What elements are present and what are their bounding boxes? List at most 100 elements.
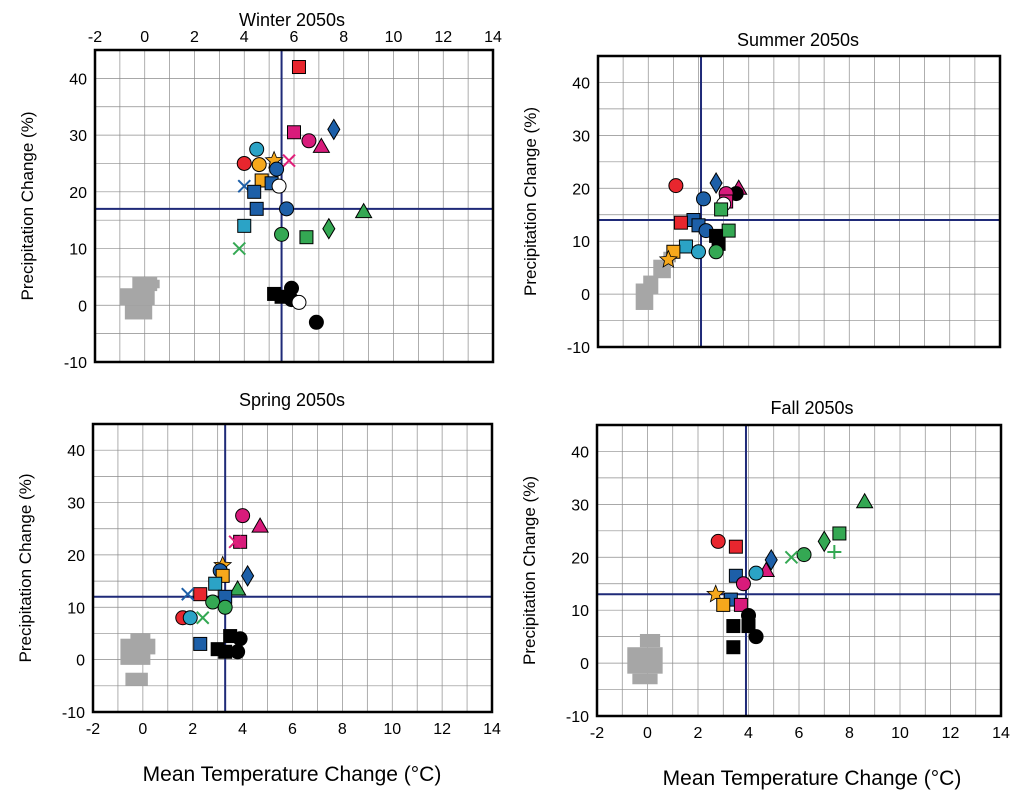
y-tick-label: 10 — [69, 242, 87, 259]
baseline-block — [125, 672, 148, 686]
baseline-cloud — [635, 251, 676, 310]
data-point-square — [237, 218, 252, 233]
data-point-circle — [232, 631, 248, 647]
x-axis-label-right: Mean Temperature Change (°C) — [663, 767, 962, 790]
x-tick-label: 14 — [483, 721, 501, 738]
x-tick-label: -2 — [590, 725, 604, 742]
data-point-square — [714, 202, 729, 217]
data-point-square — [721, 223, 736, 238]
x-tick-label: 0 — [643, 725, 652, 742]
y-tick-label: 40 — [571, 444, 589, 461]
data-point-circle — [735, 576, 751, 592]
data-point-triangle — [855, 492, 874, 509]
baseline-cloud — [627, 633, 663, 685]
baseline-block — [135, 638, 156, 655]
data-point-square — [678, 239, 693, 254]
data-point-circle — [217, 599, 233, 615]
y-tick-label: 20 — [571, 550, 589, 567]
data-point-square — [832, 526, 847, 541]
data-point-circle — [696, 191, 712, 207]
plot-frame — [91, 422, 494, 714]
data-point-circle — [230, 644, 246, 660]
y-tick-label: 10 — [67, 600, 85, 617]
data-point-circle — [668, 178, 684, 194]
y-axis-label: Precipitation Change (%) — [18, 112, 37, 301]
data-point-circle — [182, 610, 198, 626]
data-point-star — [706, 584, 726, 603]
data-point-circle — [291, 294, 307, 310]
chart-title: Spring 2050s — [239, 390, 345, 410]
data-point-square — [208, 576, 223, 591]
y-tick-label: -10 — [62, 705, 85, 722]
x-tick-label: 6 — [288, 721, 297, 738]
grid — [93, 424, 492, 712]
data-point-square — [193, 587, 208, 602]
baseline-block — [632, 673, 658, 685]
plot-frame — [595, 423, 1003, 718]
baseline-cloud — [119, 276, 160, 320]
chart-panel-2: Summer 2050s -10 0 10 20 30 40 Precipitation Ch… — [521, 30, 1002, 357]
x-tick-label: 4 — [238, 721, 247, 738]
x-tick-label: -2 — [86, 721, 100, 738]
data-point-circle — [279, 201, 295, 217]
x-tick-label: 2 — [188, 721, 197, 738]
data-point-square — [299, 230, 314, 245]
plot-frame — [596, 54, 1002, 349]
data-point-square — [249, 201, 264, 216]
data-point-diamond — [764, 548, 778, 571]
x-tick-label: 10 — [383, 721, 401, 738]
data-point-square — [233, 534, 248, 549]
x-tick-label: 14 — [992, 725, 1010, 742]
data-point-square — [193, 636, 208, 651]
data-point-x — [282, 153, 296, 168]
x-tick-label: 10 — [891, 725, 909, 742]
y-axis-label: Precipitation Change (%) — [520, 476, 539, 665]
x-tick-label: 8 — [845, 725, 854, 742]
data-point-square — [247, 184, 262, 199]
data-point-triangle — [312, 137, 331, 153]
data-point-square — [726, 619, 741, 634]
data-point-circle — [271, 178, 287, 194]
x-axis-label-left: Mean Temperature Change (°C) — [143, 763, 442, 786]
data-point-square — [716, 597, 731, 612]
chart-panel-1: Winter 2050s -10 0 10 20 30 40 -2 0 2 4 6 8 10 12 14 Pre… — [18, 10, 502, 372]
y-tick-label: 30 — [571, 497, 589, 514]
data-point-square — [291, 60, 306, 75]
data-point-diamond — [709, 172, 723, 194]
x-tick-label: 4 — [744, 725, 753, 742]
y-tick-label: 40 — [69, 71, 87, 88]
y-tick-label: 40 — [67, 443, 85, 460]
data-point-circle — [708, 244, 724, 260]
data-point-circle — [274, 226, 290, 242]
data-points — [175, 508, 269, 660]
y-tick-label: -10 — [566, 709, 589, 726]
y-tick-label: 0 — [581, 287, 590, 304]
y-tick-label: 10 — [571, 603, 589, 620]
data-point-circle — [748, 565, 764, 581]
data-points — [658, 172, 748, 268]
y-tick-label: 0 — [78, 298, 87, 315]
y-tick-label: 0 — [76, 653, 85, 670]
data-point-square — [726, 640, 741, 655]
chart-title: Summer 2050s — [737, 30, 859, 50]
data-point-circle — [251, 157, 267, 173]
data-point-star — [658, 249, 678, 268]
data-point-circle — [249, 141, 265, 157]
data-point-x — [784, 550, 799, 564]
x-tick-label: -2 — [88, 29, 102, 46]
baseline-block — [139, 279, 160, 289]
grid — [597, 425, 1001, 716]
data-point-diamond — [241, 564, 255, 587]
y-tick-label: 30 — [69, 128, 87, 145]
data-point-square — [733, 597, 748, 612]
grid — [95, 50, 493, 362]
data-point-circle — [205, 594, 221, 610]
data-point-diamond — [327, 118, 341, 141]
y-axis-label: Precipitation Change (%) — [16, 474, 35, 663]
data-point-triangle — [251, 517, 269, 533]
y-tick-label: 40 — [572, 75, 590, 92]
data-point-circle — [710, 533, 726, 549]
baseline-block — [643, 275, 659, 295]
y-tick-label: -10 — [64, 355, 87, 372]
